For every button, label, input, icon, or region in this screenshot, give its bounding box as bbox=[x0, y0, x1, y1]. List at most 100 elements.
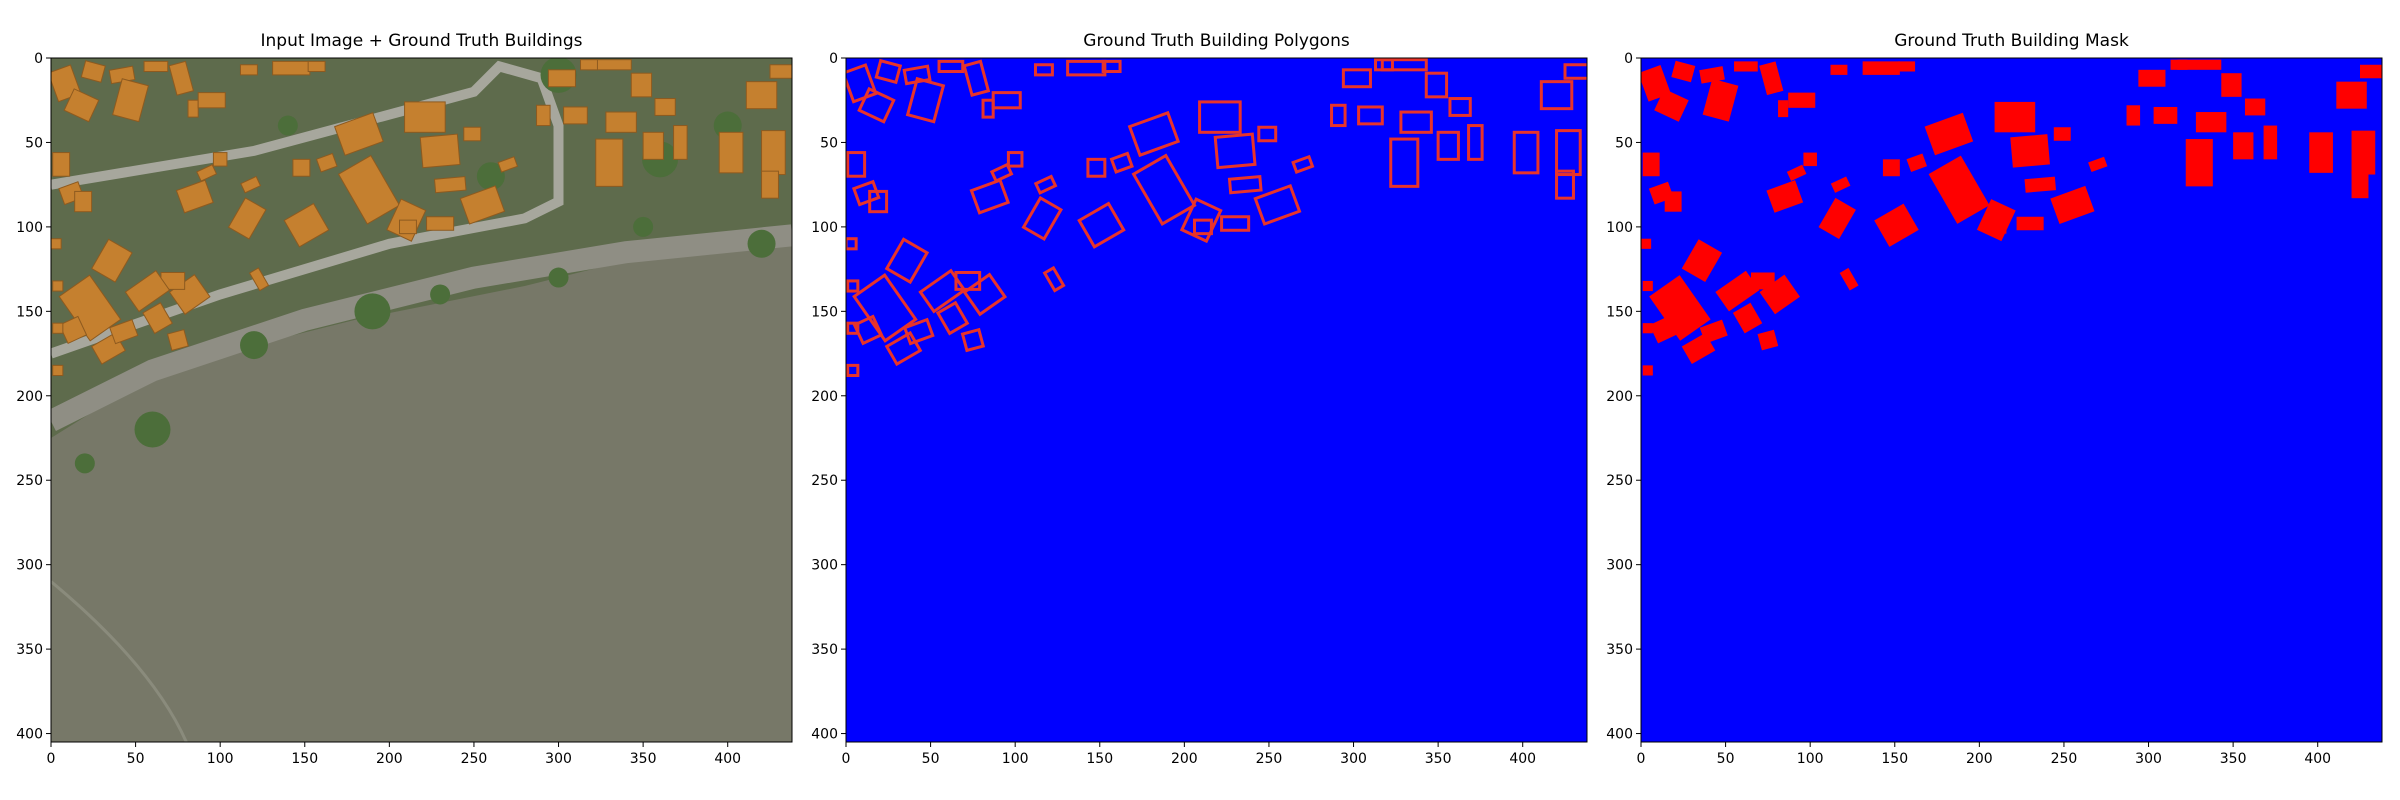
building-roof bbox=[459, 185, 506, 225]
x-tick-label: 0 bbox=[842, 751, 851, 767]
building-mask bbox=[2170, 59, 2188, 70]
tree bbox=[476, 162, 505, 191]
building-roof bbox=[52, 280, 64, 292]
building-mask bbox=[1874, 203, 1919, 247]
building-roof bbox=[315, 152, 338, 173]
building-mask bbox=[2360, 64, 2382, 79]
building-polygon bbox=[1213, 132, 1257, 170]
building-mask bbox=[1994, 101, 2036, 133]
x-tick-label: 100 bbox=[207, 751, 234, 767]
building-roof bbox=[63, 88, 100, 123]
building-polygon bbox=[1042, 265, 1066, 293]
y-tick-label: 50 bbox=[1615, 135, 1633, 151]
y-tick-label: 150 bbox=[16, 304, 43, 320]
building-mask bbox=[1882, 159, 1900, 177]
y-tick-label: 400 bbox=[16, 727, 43, 743]
building-polygon bbox=[1448, 97, 1472, 117]
tree bbox=[548, 267, 569, 288]
x-tick-label: 350 bbox=[2220, 751, 2247, 767]
building-polygon bbox=[902, 317, 935, 346]
building-polygon bbox=[962, 59, 991, 97]
panels: Input Image + Ground Truth Buildings 0 50 1… bbox=[16, 31, 2383, 767]
building-polygon bbox=[1389, 137, 1420, 188]
building-polygon bbox=[1066, 59, 1107, 77]
building-mask bbox=[1699, 319, 1728, 344]
panel-2: Ground Truth Building Polygons 0 50 100 150 2… bbox=[811, 31, 1588, 767]
x-tick-label: 150 bbox=[1086, 751, 1113, 767]
y-tick-label: 350 bbox=[1606, 642, 1633, 658]
x-tick-label: 250 bbox=[461, 751, 488, 767]
building-roof bbox=[52, 364, 64, 377]
tree bbox=[747, 229, 776, 258]
x-tick-label: 400 bbox=[714, 751, 741, 767]
building-polygon bbox=[905, 76, 946, 124]
building-polygon bbox=[1227, 174, 1263, 195]
building-polygon bbox=[1380, 58, 1428, 72]
building-roof bbox=[426, 216, 455, 231]
building-mask bbox=[2153, 106, 2178, 124]
building-mask bbox=[1818, 197, 1856, 239]
building-mask bbox=[1699, 66, 1725, 84]
building-polygon bbox=[1555, 169, 1575, 200]
building-polygon bbox=[1193, 218, 1213, 236]
building-polygon bbox=[857, 86, 896, 124]
panel-3: Ground Truth Building Mask 0 50 100 150 200 25… bbox=[1606, 31, 2383, 767]
building-roof bbox=[718, 131, 744, 174]
building-roof bbox=[168, 60, 194, 96]
building-polygon bbox=[874, 58, 903, 85]
building-polygon bbox=[846, 363, 860, 378]
x-tick-label: 50 bbox=[127, 751, 145, 767]
building-mask bbox=[2050, 185, 2095, 224]
building-mask bbox=[2351, 171, 2369, 199]
tree bbox=[354, 293, 391, 330]
building-mask bbox=[2244, 98, 2266, 116]
y-tick-label: 300 bbox=[16, 558, 43, 574]
building-roof bbox=[595, 138, 624, 187]
building-mask bbox=[2185, 139, 2213, 187]
building-mask bbox=[2263, 125, 2278, 160]
y-tick-label: 350 bbox=[16, 642, 43, 658]
building-mask bbox=[1898, 61, 1916, 72]
y-tick-label: 0 bbox=[829, 51, 838, 67]
building-roof bbox=[74, 190, 93, 213]
building-roof bbox=[642, 131, 664, 160]
y-tick-label: 250 bbox=[1606, 473, 1633, 489]
footpath bbox=[51, 580, 188, 742]
building-polygon bbox=[1357, 105, 1384, 126]
building-mask bbox=[1766, 180, 1804, 213]
building-roof bbox=[112, 78, 150, 123]
tree bbox=[277, 115, 298, 136]
building-mask bbox=[1778, 100, 1789, 118]
axes-frame bbox=[1640, 57, 2383, 743]
building-polygon bbox=[991, 91, 1022, 110]
building-roof bbox=[196, 164, 218, 182]
building-roof bbox=[769, 64, 792, 79]
building-mask bbox=[1671, 60, 1696, 83]
building-mask bbox=[1830, 176, 1851, 193]
building-mask bbox=[2088, 156, 2108, 173]
x-tick-label: 200 bbox=[1966, 751, 1993, 767]
building-polygon bbox=[846, 151, 867, 178]
building-mask bbox=[1924, 112, 1974, 156]
building-polygon bbox=[918, 268, 967, 314]
building-polygon bbox=[969, 178, 1011, 215]
y-tick-label: 0 bbox=[1624, 51, 1633, 67]
building-mask bbox=[1906, 153, 1928, 172]
building-mask bbox=[1759, 61, 1784, 96]
y-tick-label: 400 bbox=[811, 727, 838, 743]
building-mask bbox=[1654, 88, 1689, 122]
y-tick-label: 200 bbox=[1606, 389, 1633, 405]
axes-frame bbox=[50, 57, 793, 743]
building-polygon bbox=[1341, 68, 1372, 89]
x-tick-label: 300 bbox=[545, 751, 572, 767]
building-roof bbox=[91, 238, 133, 283]
y-tick-label: 300 bbox=[1606, 558, 1633, 574]
building-mask bbox=[1928, 155, 1990, 224]
building-roof bbox=[673, 125, 688, 160]
y-tick-label: 50 bbox=[820, 135, 838, 151]
building-roof bbox=[536, 104, 551, 127]
building-mask bbox=[1642, 280, 1653, 292]
building-mask bbox=[2351, 130, 2376, 175]
building-mask bbox=[1642, 365, 1653, 376]
panel-title: Ground Truth Building Polygons bbox=[1083, 31, 1350, 51]
